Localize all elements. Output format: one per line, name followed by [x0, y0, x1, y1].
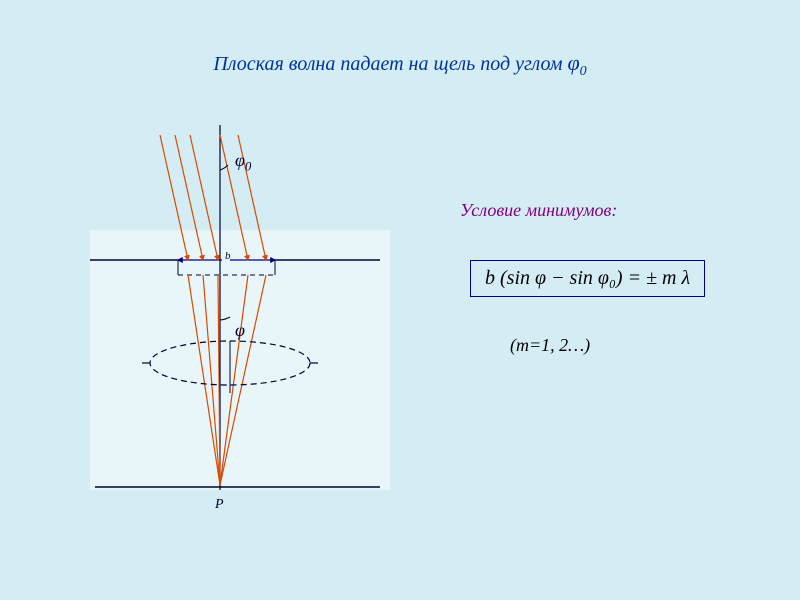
page-title: Плоская волна падает на щель под углом φ… — [0, 50, 800, 80]
title-phi-sub: 0 — [580, 64, 587, 79]
slit-width-label: b — [225, 250, 231, 262]
minima-formula: b (sin φ − sin φ₀) = ± m λ — [470, 260, 705, 297]
title-text: Плоская волна падает на щель под углом — [213, 53, 567, 75]
diffraction-diagram — [70, 115, 410, 515]
angle-phi-label: φ — [235, 320, 245, 341]
title-phi: φ — [567, 50, 579, 75]
minima-condition-label: Условие минимумов: — [460, 200, 617, 221]
m-values-note: (m=1, 2…) — [510, 335, 590, 356]
focal-point-label: P — [215, 497, 224, 513]
angle-phi0-label: φ0 — [235, 150, 251, 175]
